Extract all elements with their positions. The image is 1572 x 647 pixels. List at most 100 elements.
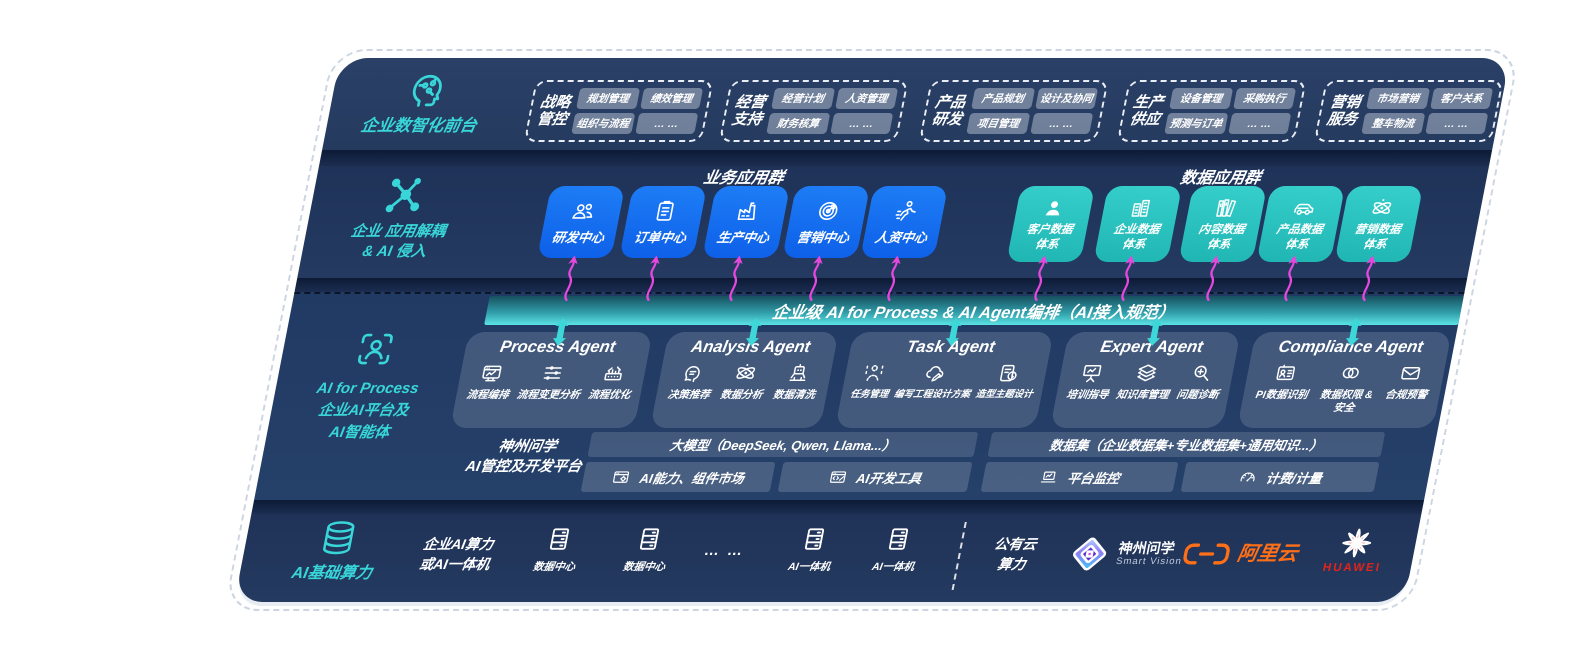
front-group-item: 设计及协同 [1034,88,1099,109]
agent-item: 流程编排 [465,361,515,402]
infrastructure-layer: AI基础算力 企业AI算力 或AI一体机 数据中心 数据中心 … … AI一体机 AI一… [234,514,1422,602]
ai-orchestration-banner: 企业级 AI for Process & AI Agent编排（AI接入规范） [484,296,1464,325]
vendor-huawei-name: HUAWEI [1321,562,1383,574]
front-group-items: 设备管理 采购执行 预测与订单… … [1164,88,1297,134]
vendor-huawei: HUAWEI [1322,526,1389,575]
label: 内容数据 体系 [1197,224,1246,251]
public-cloud-label: 公有云 算力 [962,534,1066,575]
front-group-item: … … [1227,113,1292,134]
ai-capability-market-label: AI能力、组件市场 [638,470,746,486]
front-group-item: 产品规划 [971,88,1035,109]
front-group-item: 市场营销 [1366,88,1430,109]
layer-separator [319,150,1493,166]
front-group-items: 经营计划 人资管理 财务核算… … [766,88,899,134]
front-group-5: 营销 服务 市场营销 客户关系 整车物流… … [1313,80,1504,142]
business-app-box: 订单中心 [619,186,708,258]
agent-item-label: 数据权限 & 安全 [1319,389,1374,414]
front-group-item: … … [634,113,699,134]
label: 客户数据 体系 [1025,224,1074,251]
bidirectional-arrow [549,318,572,346]
public-cloud-line1: 公有云 [992,536,1039,552]
flow-up-arrow [880,255,907,302]
front-group-title: 战略 管控 [535,93,573,128]
front-group-title: 生产 供应 [1128,93,1166,128]
head-chat-icon [679,361,708,385]
sliders-icon [538,361,567,385]
infra-ellipsis: … … [702,542,747,559]
agent-items: 决策推荐 数据分析 数据清洗 [657,361,827,424]
agent-item-label: 任务管理 [849,389,890,400]
mail-alert-icon [1396,361,1425,385]
vendor-smartvision-sub: Smart Vision [1115,556,1183,568]
layer-separator [251,500,1425,514]
vendor-smartvision-name: 神州问学 [1117,539,1177,556]
front-group-item: 规划管理 [576,88,640,109]
front-group-3: 产品 研发 产品规划 设计及协同 项目管理… … [918,80,1109,142]
agent-item-label: 合规预警 [1384,389,1429,401]
agent-item-label: 数据清洗 [771,389,817,401]
agent-box: Task Agent 任务管理 编写工程设计方案 造型主题设计 [835,332,1054,428]
ai-capability-market-bar: AI能力、组件市场 [580,462,776,492]
ai-label-line2: 企业AI平台及 [316,401,411,419]
head-circuit-icon [400,66,453,110]
agent-item: 数据权限 & 安全 [1316,361,1379,414]
front-group-item: 经营计划 [771,88,835,109]
label: 产品数据 体系 [1275,224,1324,251]
diagnose-icon [1188,361,1217,385]
front-group-item: 项目管理 [966,113,1030,134]
architecture-diagram: 企业数智化前台 战略 管控 规划管理 绩效管理 组织与流程… … 经营 支持 经营计划 人资管理… [234,58,1511,602]
database-icon [315,518,363,558]
robot-icon [784,361,813,385]
clipboard-icon [650,198,681,224]
agent-item-label: 知识库管理 [1115,389,1170,401]
agent-box: Compliance Agent PI数据识别 数据权限 & 安全 合规预警 [1237,332,1452,428]
front-group-item: 客户关系 [1429,88,1494,109]
agent-items: 流程编排 流程变更分析 流程优化 [457,361,641,424]
agent-item-label: 流程变更分析 [515,389,582,401]
agent-item: 培训指导 [1065,361,1115,402]
application-layer-label: 企业 应用解耦 & AI 侵入 [309,172,494,261]
vendor-aliyun-name: 阿里云 [1235,543,1300,565]
ai-dev-tools-label: AI开发工具 [854,470,923,486]
agent-box: Expert Agent 培训指导 知识库管理 问题诊断 [1050,332,1241,428]
front-group-item: 整车物流 [1361,113,1425,134]
bidirectional-arrow [1143,318,1166,346]
label: 营销数据 体系 [1353,224,1402,251]
agent-item-label: 流程编排 [465,389,510,401]
flow-up-arrow [1027,255,1054,302]
id-card-icon [1272,361,1301,385]
vendor-aliyun: 阿里云 [1181,542,1300,566]
label: 订单中心 [632,230,688,245]
clipboard-clock-icon [994,361,1023,385]
front-group-items: 产品规划 设计及协同 项目管理… … [966,88,1099,134]
ai-dev-tools-bar: AI开发工具 [777,462,973,492]
agent-item: PI数据识别 [1254,361,1314,402]
data-app-box: 产品数据 体系 [1256,186,1346,262]
front-office-layer: 企业数智化前台 战略 管控 规划管理 绩效管理 组织与流程… … 经营 支持 经营计划 人资管理… [322,58,1511,150]
aliyun-logo [1181,542,1232,566]
agent-items: 任务管理 编写工程设计方案 造型主题设计 [842,361,1042,424]
front-group-items: 市场营销 客户关系 整车物流… … [1361,88,1494,134]
flow-up-arrow [1277,255,1304,302]
huawei-logo [1336,526,1377,560]
vendor-smartvision: 神州问学 Smart Vision [1066,534,1187,574]
agent-item: 知识库管理 [1115,361,1175,402]
machine-icon [599,361,628,385]
infra-label: AI基础算力 [246,518,427,583]
infra-node: 数据中心 [519,524,597,574]
agent-item-label: 流程优化 [587,389,632,401]
agent-item-label: PI数据识别 [1254,389,1309,401]
infra-node-label: 数据中心 [531,561,577,573]
layers-icon [1132,361,1161,385]
infra-node-label: AI一体机 [786,561,832,573]
window-gear-icon [610,468,633,487]
business-app-box: 研发中心 [537,186,626,258]
data-app-box: 企业数据 体系 [1093,186,1183,262]
agent-item: 流程变更分析 [516,361,587,402]
business-app-box: 生产中心 [702,186,791,258]
bidirectional-arrow [1342,318,1365,346]
molecule-icon [377,172,434,220]
application-label-line2: & AI 侵入 [361,242,428,260]
car-icon [1289,196,1318,220]
